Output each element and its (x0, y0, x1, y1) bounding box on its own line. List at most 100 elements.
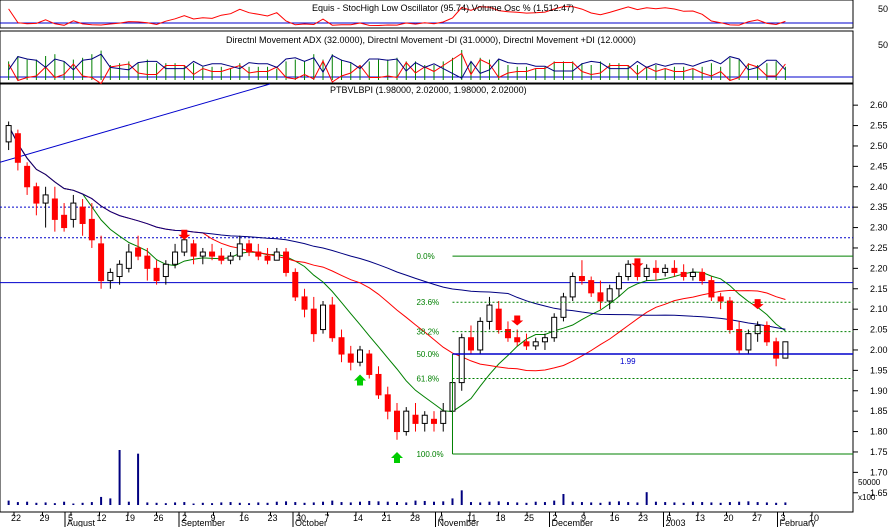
dmi-axis-label: 50 (878, 40, 888, 50)
price-tick-label: 2.30 (870, 223, 888, 233)
x-day-label: 12 (97, 513, 107, 523)
candle-body (726, 300, 733, 331)
candle-body (375, 373, 382, 396)
candle-body (532, 341, 539, 347)
x-day-label: 23 (268, 513, 278, 523)
candle-body (440, 410, 447, 424)
x-month-label: September (181, 518, 225, 527)
x-day-label: 27 (752, 513, 762, 523)
candle-body (338, 337, 345, 355)
candle-body (486, 304, 493, 322)
price-tick-label: 2.20 (870, 263, 888, 273)
candle-body (736, 329, 743, 351)
candle-body (708, 280, 715, 298)
x-day-label: 4 (439, 513, 444, 523)
candle-body (541, 337, 548, 343)
x-day-label: 5 (68, 513, 73, 523)
candle-body (763, 324, 770, 343)
price-tick-label: 2.60 (870, 100, 888, 110)
candle-body (643, 267, 650, 278)
candle-body (671, 267, 678, 273)
price-panel (0, 83, 854, 513)
stochastic-line (8, 6, 786, 27)
candle-body (329, 304, 336, 339)
trendline (0, 83, 271, 163)
candle-body (504, 329, 511, 339)
candle-body (162, 263, 169, 278)
price-tick-label: 1.90 (870, 386, 888, 396)
candle-body (430, 418, 437, 424)
candle-body (551, 316, 558, 339)
fib-level-label: 0.0% (416, 252, 434, 261)
candle-body (514, 337, 521, 343)
x-day-label: 3 (781, 513, 786, 523)
candle-body (477, 320, 484, 351)
sell-arrow-icon (631, 258, 644, 269)
fib-level-label: 23.6% (416, 298, 439, 307)
candle-body (199, 251, 206, 257)
candle-body (523, 341, 530, 347)
price-tick-label: 2.45 (870, 161, 888, 171)
candle-body (172, 251, 179, 265)
x-day-label: 28 (410, 513, 420, 523)
price-tick-label: 2.35 (870, 202, 888, 212)
x-day-label: 9 (211, 513, 216, 523)
price-tick-label: 2.25 (870, 243, 888, 253)
candle-body (588, 280, 595, 294)
x-day-label: 14 (353, 513, 363, 523)
price-tick-label: 2.15 (870, 284, 888, 294)
price-tick-label: 2.00 (870, 345, 888, 355)
price-tick-label: 1.70 (870, 467, 888, 477)
sell-arrow-icon (178, 229, 191, 240)
candle-body (227, 255, 234, 261)
candle-body (135, 247, 142, 257)
candle-body (384, 394, 391, 412)
price-tick-label: 2.50 (870, 141, 888, 151)
x-day-label: 11 (467, 513, 476, 523)
candle-body (320, 304, 327, 331)
candle-body (283, 251, 290, 273)
candle-body (467, 337, 474, 351)
candle-body (255, 251, 262, 257)
dmi-minus-di-line (8, 52, 786, 85)
x-day-label: 18 (496, 513, 506, 523)
x-month-label: August (67, 518, 96, 527)
candle-body (273, 251, 280, 261)
candle-body (301, 296, 308, 310)
x-day-label: 19 (125, 513, 135, 523)
candle-body (347, 353, 354, 363)
price-tick-label: 2.05 (870, 325, 888, 335)
candle-body (412, 414, 419, 424)
candle-body (782, 341, 789, 359)
candle-body (569, 276, 576, 298)
fib-level-label: 100.0% (416, 450, 443, 459)
candle-body (79, 206, 86, 224)
candle-body (606, 288, 613, 302)
candle-body (495, 308, 502, 331)
current-price-label: 1.99 (620, 357, 636, 366)
candle-body (560, 296, 567, 318)
price-tick-label: 1.95 (870, 365, 888, 375)
x-day-label: 2 (553, 513, 558, 523)
candle-body (125, 251, 132, 269)
candle-body (70, 202, 77, 220)
candle-body (24, 165, 31, 188)
candle-body (310, 308, 317, 335)
candle-body (615, 276, 622, 290)
price-tick-label: 2.40 (870, 182, 888, 192)
candle-body (144, 255, 151, 269)
candle-body (107, 271, 114, 282)
candle-body (773, 341, 780, 359)
x-day-label: 10 (809, 513, 819, 523)
candle-body (458, 337, 465, 384)
price-tick-label: 1.85 (870, 406, 888, 416)
x-day-label: 6 (667, 513, 672, 523)
candle-body (61, 214, 68, 229)
candle-body (236, 243, 243, 257)
candle-body (680, 271, 687, 278)
candle-body (246, 243, 253, 253)
candle-body (181, 239, 188, 253)
candle-body (597, 292, 604, 302)
